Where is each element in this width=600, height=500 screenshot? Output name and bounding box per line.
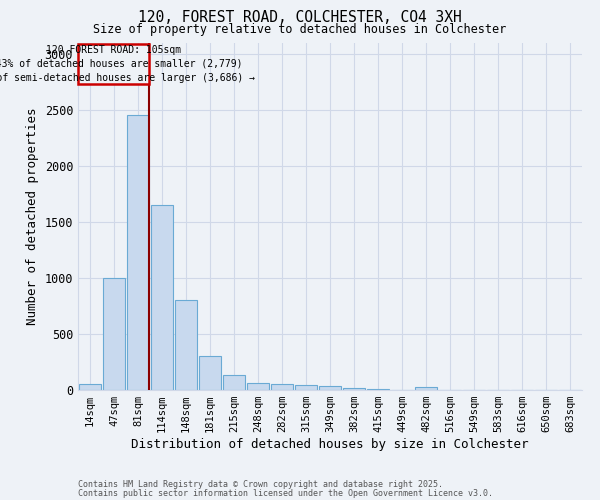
Bar: [319, 386, 341, 390]
Y-axis label: Number of detached properties: Number of detached properties: [26, 108, 39, 325]
Bar: [151, 205, 173, 390]
Bar: [199, 356, 221, 390]
Text: Contains public sector information licensed under the Open Government Licence v3: Contains public sector information licen…: [78, 488, 493, 498]
Bar: [271, 384, 293, 390]
Text: 120 FOREST ROAD: 105sqm
← 43% of detached houses are smaller (2,779)
57% of semi: 120 FOREST ROAD: 105sqm ← 43% of detache…: [0, 45, 254, 83]
Bar: [415, 387, 437, 390]
Text: Size of property relative to detached houses in Colchester: Size of property relative to detached ho…: [94, 22, 506, 36]
Bar: [175, 300, 197, 390]
Bar: [79, 384, 101, 390]
Bar: [223, 376, 245, 390]
Bar: [343, 388, 365, 390]
Bar: [295, 385, 317, 390]
Bar: [127, 116, 149, 390]
FancyBboxPatch shape: [78, 44, 149, 84]
Bar: [247, 384, 269, 390]
Text: 120, FOREST ROAD, COLCHESTER, CO4 3XH: 120, FOREST ROAD, COLCHESTER, CO4 3XH: [138, 10, 462, 25]
Text: Contains HM Land Registry data © Crown copyright and database right 2025.: Contains HM Land Registry data © Crown c…: [78, 480, 443, 489]
Bar: [103, 278, 125, 390]
X-axis label: Distribution of detached houses by size in Colchester: Distribution of detached houses by size …: [131, 438, 529, 451]
